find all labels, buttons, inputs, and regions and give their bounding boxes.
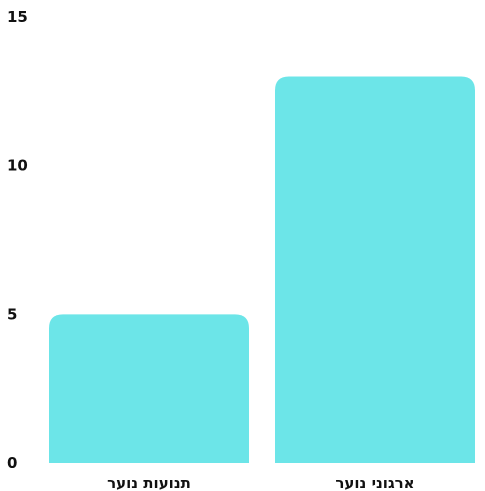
x-category-label: ארגוני נוער <box>335 474 414 491</box>
y-axis-tick-labels: 0 5 10 15 <box>7 8 28 472</box>
y-tick-label: 5 <box>7 305 17 323</box>
y-tick-label: 0 <box>7 454 17 472</box>
bar <box>275 76 475 463</box>
x-axis-category-labels: תנועות נוער ארגוני נוער <box>107 474 415 491</box>
bars-group <box>49 76 475 463</box>
y-tick-label: 15 <box>7 8 28 26</box>
bar <box>49 314 249 463</box>
x-category-label: תנועות נוער <box>107 474 191 491</box>
y-tick-label: 10 <box>7 157 28 175</box>
